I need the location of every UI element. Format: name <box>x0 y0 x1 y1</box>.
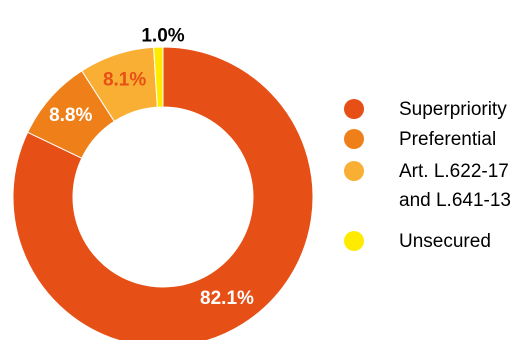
slice-value-labels: 82.1% 8.8% 8.1% 1.0% <box>49 26 254 310</box>
value-label-preferential: 8.8% <box>49 105 92 126</box>
value-label-art-l-622-17-and-l-641-13: 8.1% <box>103 70 146 91</box>
legend-label-line: Preferential <box>399 129 496 150</box>
legend-label-unsecured: Unsecured <box>399 231 491 252</box>
value-label-unsecured: 1.0% <box>141 26 184 47</box>
legend-label-superpriority: Superpriority <box>399 99 507 120</box>
legend-label-preferential: Preferential <box>399 129 496 150</box>
donut-slices <box>12 46 314 345</box>
legend-label-line: Art. L.622-17 <box>399 161 509 182</box>
legend-label-line: and L.641-13 <box>399 190 511 211</box>
slice-unsecured <box>153 46 164 108</box>
legend: Superpriority Preferential Art. L.622-17 an… <box>344 99 511 252</box>
legend-label-art-l-622-17-and-l-641-13: Art. L.622-17 and L.641-13 <box>399 161 511 211</box>
legend-label-line: Unsecured <box>399 231 491 252</box>
legend-label-line: Superpriority <box>399 99 507 120</box>
value-label-superpriority: 82.1% <box>200 288 254 309</box>
legend-marker-art-l-622-17-and-l-641-13 <box>344 161 364 181</box>
slice-superpriority <box>12 46 314 345</box>
legend-marker-preferential <box>344 129 364 149</box>
legend-marker-superpriority <box>344 99 364 119</box>
legend-marker-unsecured <box>344 231 364 251</box>
